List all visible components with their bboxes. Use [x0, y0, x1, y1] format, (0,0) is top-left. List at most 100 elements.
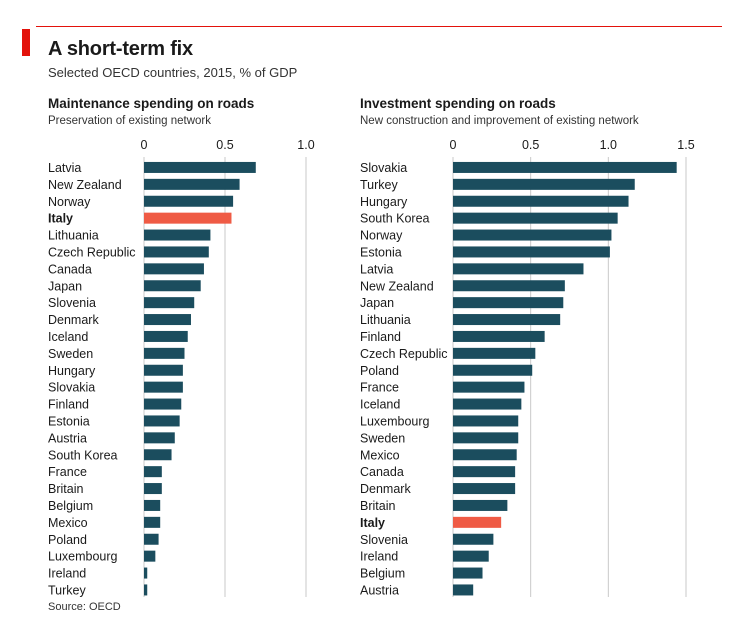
maintenance-bar	[144, 584, 148, 596]
investment-category-label: Hungary	[360, 195, 408, 209]
maintenance-bar	[144, 212, 232, 224]
top-rule	[36, 26, 722, 27]
maintenance-category-label: Britain	[48, 482, 83, 496]
investment-bar	[453, 466, 516, 478]
investment-bar	[453, 297, 564, 309]
investment-category-label: Britain	[360, 499, 395, 513]
maintenance-bar	[144, 483, 162, 495]
investment-category-label: Norway	[360, 229, 403, 243]
maintenance-category-label: Mexico	[48, 516, 88, 530]
investment-category-label: Finland	[360, 330, 401, 344]
investment-category-label: South Korea	[360, 212, 430, 226]
investment-bar	[453, 195, 629, 207]
investment-category-label: Italy	[360, 516, 385, 530]
maintenance-category-label: New Zealand	[48, 178, 122, 192]
investment-bar	[453, 415, 519, 427]
investment-category-label: France	[360, 381, 399, 395]
maintenance-bar	[144, 466, 162, 478]
maintenance-bar	[144, 161, 256, 173]
investment-bar	[453, 246, 610, 258]
investment-bar	[453, 280, 565, 292]
investment-bar	[453, 330, 545, 342]
investment-tick-label: 1.0	[600, 138, 617, 152]
investment-category-label: Belgium	[360, 567, 405, 581]
maintenance-category-label: Czech Republic	[48, 245, 136, 259]
maintenance-tick-label: 1.0	[297, 138, 314, 152]
investment-category-label: Poland	[360, 364, 399, 378]
maintenance-bar	[144, 297, 195, 309]
maintenance-category-label: Austria	[48, 431, 87, 445]
maintenance-tick-label: 0	[141, 138, 148, 152]
maintenance-bar	[144, 246, 209, 258]
investment-category-label: Canada	[360, 465, 404, 479]
investment-tick-label: 0.5	[522, 138, 539, 152]
investment-category-label: Iceland	[360, 398, 400, 412]
maintenance-bar	[144, 381, 183, 393]
page-subtitle: Selected OECD countries, 2015, % of GDP	[48, 65, 298, 80]
investment-bar	[453, 347, 536, 359]
maintenance-bar	[144, 280, 201, 292]
investment-bar	[453, 449, 517, 461]
right-panel-title: Investment spending on roads	[360, 96, 556, 111]
maintenance-category-label: Luxembourg	[48, 550, 118, 564]
investment-tick-label: 1.5	[677, 138, 694, 152]
maintenance-bar	[144, 533, 159, 545]
brand-tag	[22, 29, 30, 56]
investment-category-label: Denmark	[360, 482, 411, 496]
investment-category-label: Czech Republic	[360, 347, 448, 361]
investment-category-label: Slovakia	[360, 161, 407, 175]
maintenance-category-label: Canada	[48, 262, 92, 276]
maintenance-category-label: Estonia	[48, 414, 90, 428]
maintenance-category-label: Ireland	[48, 567, 86, 581]
maintenance-category-label: France	[48, 465, 87, 479]
maintenance-category-label: Lithuania	[48, 229, 99, 243]
source-note: Source: OECD	[48, 601, 121, 613]
investment-bar	[453, 381, 525, 393]
maintenance-bar	[144, 178, 240, 190]
investment-bar	[453, 212, 618, 224]
investment-category-label: Japan	[360, 296, 394, 310]
investment-bar	[453, 398, 522, 410]
investment-bar	[453, 314, 561, 326]
right-panel-subtitle: New construction and improvement of exis…	[360, 115, 639, 127]
maintenance-category-label: Hungary	[48, 364, 96, 378]
maintenance-category-label: Sweden	[48, 347, 93, 361]
maintenance-bar	[144, 330, 188, 342]
investment-category-label: New Zealand	[360, 279, 434, 293]
maintenance-bar	[144, 432, 175, 444]
maintenance-category-label: Belgium	[48, 499, 93, 513]
investment-category-label: Mexico	[360, 448, 400, 462]
investment-category-label: Austria	[360, 583, 399, 597]
investment-bar	[453, 483, 516, 495]
maintenance-category-label: Italy	[48, 212, 73, 226]
maintenance-category-label: Finland	[48, 398, 89, 412]
maintenance-bar	[144, 567, 148, 579]
page-title: A short-term fix	[48, 38, 193, 60]
maintenance-bar	[144, 195, 234, 207]
maintenance-category-label: Slovakia	[48, 381, 95, 395]
left-panel-subtitle: Preservation of existing network	[48, 115, 211, 127]
investment-bar	[453, 178, 635, 190]
investment-bar	[453, 550, 489, 562]
maintenance-category-label: Norway	[48, 195, 91, 209]
maintenance-category-label: Poland	[48, 533, 87, 547]
investment-bar	[453, 263, 584, 275]
investment-bar	[453, 364, 533, 376]
maintenance-category-label: South Korea	[48, 448, 118, 462]
maintenance-bar	[144, 550, 156, 562]
investment-category-label: Turkey	[360, 178, 398, 192]
maintenance-bar	[144, 263, 204, 275]
investment-bar	[453, 229, 612, 241]
investment-bar	[453, 567, 483, 579]
maintenance-bar	[144, 449, 172, 461]
maintenance-bar	[144, 364, 183, 376]
maintenance-category-label: Slovenia	[48, 296, 96, 310]
investment-category-label: Slovenia	[360, 533, 408, 547]
maintenance-bar	[144, 415, 180, 427]
maintenance-bar	[144, 229, 211, 241]
investment-category-label: Estonia	[360, 245, 402, 259]
maintenance-category-label: Iceland	[48, 330, 88, 344]
investment-bar	[453, 584, 474, 596]
left-panel-title: Maintenance spending on roads	[48, 96, 255, 111]
